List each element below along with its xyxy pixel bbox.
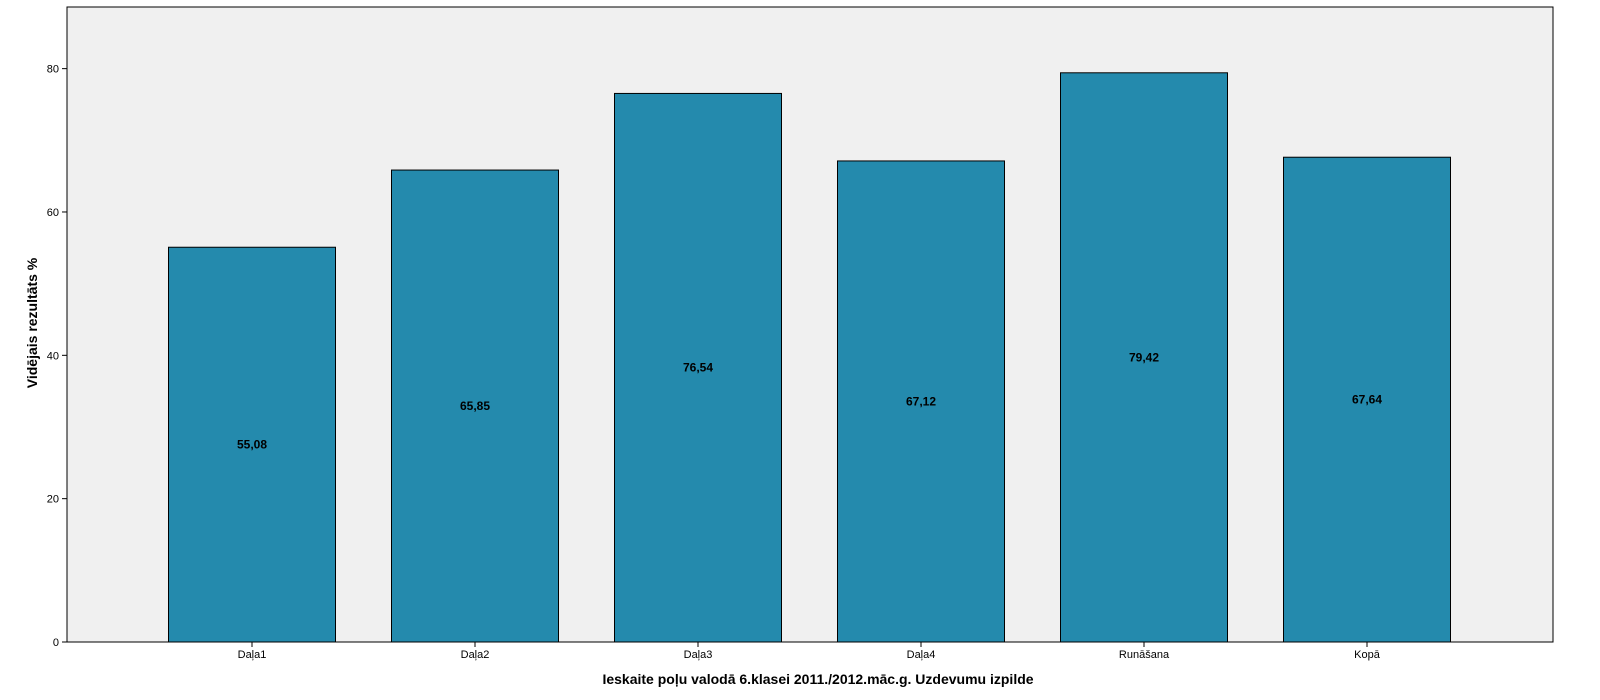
- x-tick-label: Daļa1: [238, 649, 267, 661]
- x-tick-label: Kopā: [1354, 649, 1381, 661]
- y-axis: 0 20 40 60 80: [47, 64, 67, 649]
- bar-value-label: 65,85: [460, 399, 490, 413]
- bar: [1283, 156, 1451, 643]
- x-tick-label: Daļa2: [461, 649, 490, 661]
- bars: 55,08 65,85 76,54 67,12 79,42 67,64: [168, 72, 1451, 643]
- bar: [614, 92, 782, 643]
- bar-value-label: 67,12: [906, 394, 936, 408]
- y-axis-title: Vidējais rezultāts %: [24, 257, 40, 388]
- bar-value-label: 67,64: [1352, 393, 1382, 407]
- bar-value-label: 55,08: [237, 438, 267, 452]
- x-tick-label: Daļa4: [907, 649, 936, 661]
- x-axis-title: Ieskaite poļu valodā 6.klasei 2011./2012…: [602, 671, 1033, 687]
- bar: [391, 169, 559, 643]
- bar-value-label: 79,42: [1129, 350, 1159, 364]
- y-tick-label: 80: [47, 64, 59, 76]
- x-tick-label: Runāšana: [1119, 649, 1170, 661]
- x-tick-label: Daļa3: [684, 649, 713, 661]
- bar: [837, 160, 1005, 643]
- x-axis: Daļa1 Daļa2 Daļa3 Daļa4 Runāšana Kopā: [238, 642, 1381, 661]
- bar: [1060, 72, 1228, 643]
- bar-value-label: 76,54: [683, 361, 713, 375]
- y-tick-label: 60: [47, 207, 59, 219]
- y-tick-label: 40: [47, 350, 59, 362]
- y-tick-label: 0: [53, 637, 59, 649]
- y-tick-label: 20: [47, 494, 59, 506]
- bar: [168, 246, 336, 643]
